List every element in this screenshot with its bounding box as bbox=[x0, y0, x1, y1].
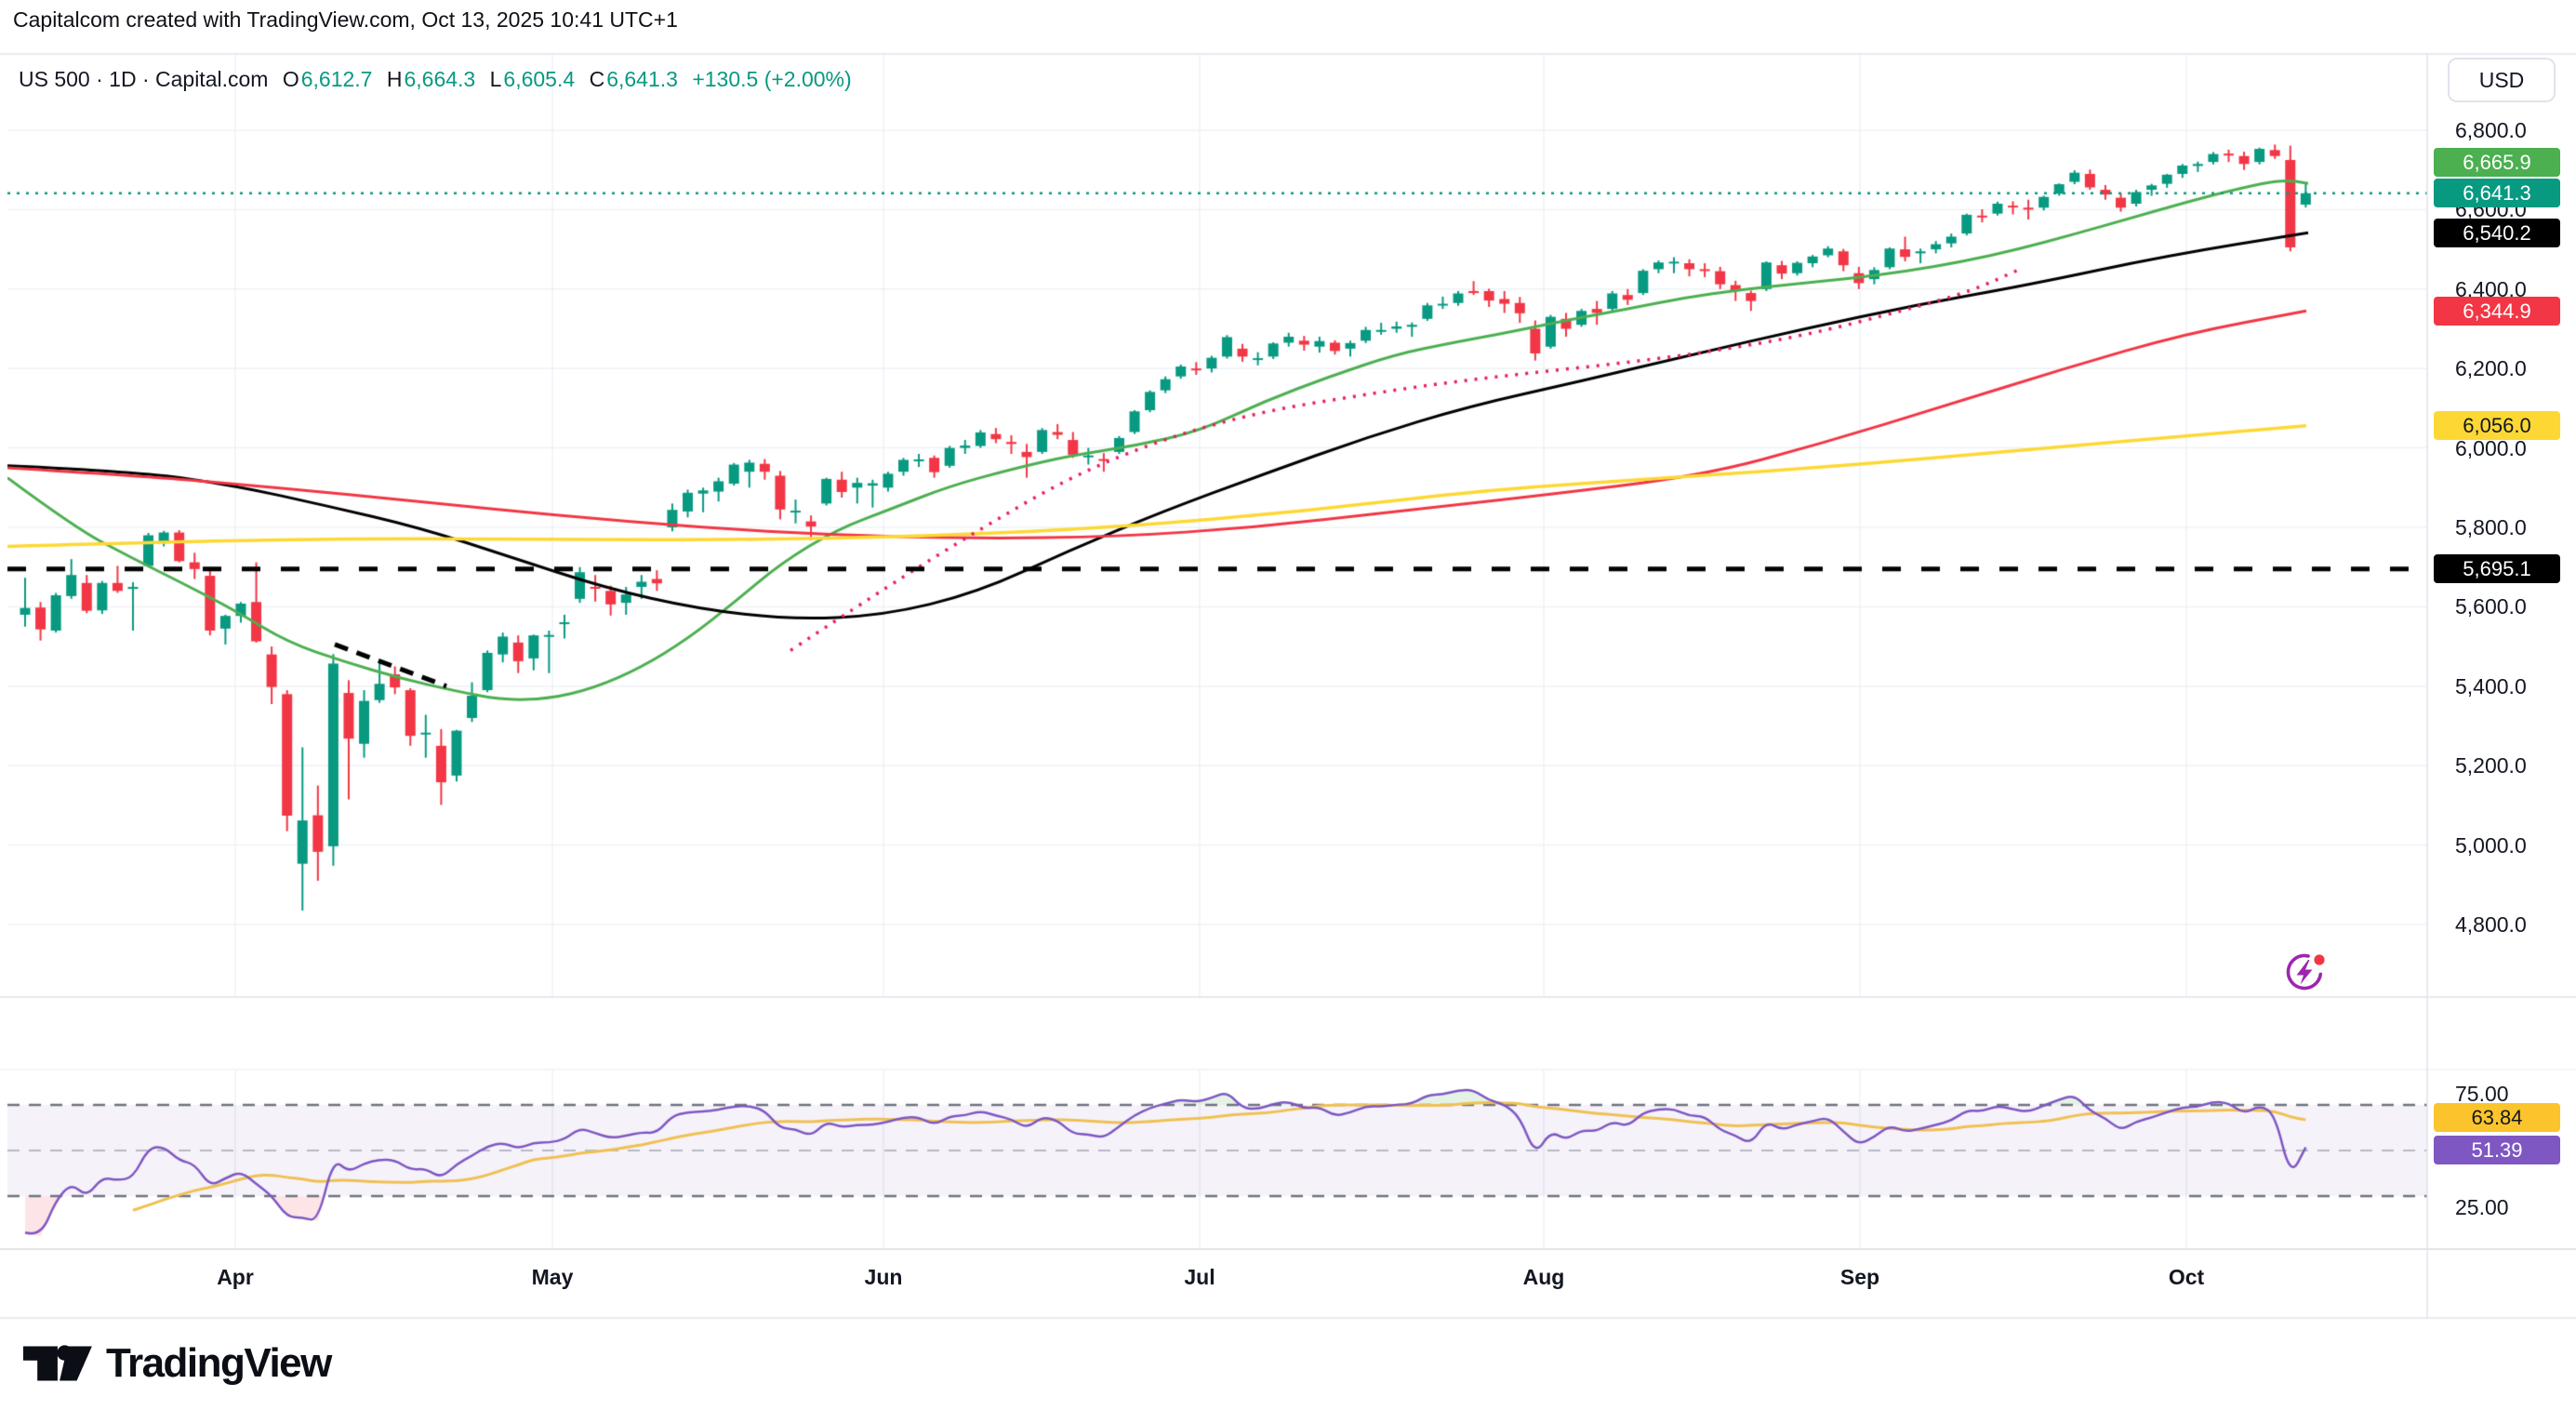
price-tick-label: 6,800.0 bbox=[2455, 118, 2527, 142]
time-tick-label: Sep bbox=[1839, 1265, 1880, 1289]
capitalcom-lightning-icon bbox=[2286, 953, 2325, 991]
time-tick-label: Jun bbox=[864, 1265, 903, 1289]
price-tick-label: 5,200.0 bbox=[2455, 753, 2527, 778]
price-scale-badge: 6,344.9 bbox=[2434, 296, 2560, 326]
tradingview-logo[interactable]: TradingView bbox=[22, 1340, 332, 1387]
high-label: H bbox=[386, 67, 403, 91]
rsi-tick-label: 75.00 bbox=[2455, 1081, 2509, 1106]
symbol-title: US 500 · 1D · Capital.com bbox=[19, 67, 269, 91]
rsi-tick-label: 25.00 bbox=[2455, 1195, 2509, 1220]
time-tick-label: Apr bbox=[217, 1265, 254, 1289]
high-value: 6,664.3 bbox=[404, 67, 476, 91]
price-tick-label: 5,000.0 bbox=[2455, 832, 2527, 858]
price-tick-label: 5,600.0 bbox=[2455, 594, 2527, 619]
price-scale-badge: 6,056.0 bbox=[2434, 411, 2560, 441]
price-tick-label: 6,200.0 bbox=[2455, 356, 2527, 381]
close-value: 6,641.3 bbox=[606, 67, 678, 91]
time-tick-label: Oct bbox=[2168, 1265, 2205, 1289]
change-value: +130.5 (+2.00%) bbox=[692, 67, 852, 91]
price-tick-label: 5,400.0 bbox=[2455, 673, 2527, 698]
price-scale-badge: 6,540.2 bbox=[2434, 219, 2560, 248]
time-tick-label: May bbox=[531, 1265, 574, 1289]
time-tick-label: Jul bbox=[1184, 1265, 1215, 1289]
time-tick-label: Aug bbox=[1522, 1265, 1565, 1289]
currency-toggle-button[interactable]: USD bbox=[2448, 58, 2556, 102]
open-label: O bbox=[282, 67, 299, 91]
tradingview-logo-icon bbox=[22, 1345, 92, 1381]
price-tick-label: 4,800.0 bbox=[2455, 912, 2527, 937]
price-scale-badge: 5,695.1 bbox=[2434, 554, 2560, 584]
price-scale-badge: 6,665.9 bbox=[2434, 147, 2560, 177]
attribution-text: Capitalcom created with TradingView.com,… bbox=[13, 7, 678, 32]
rsi-scale-badge: 51.39 bbox=[2434, 1136, 2560, 1165]
low-value: 6,605.4 bbox=[503, 67, 576, 91]
open-value: 6,612.7 bbox=[300, 67, 373, 91]
rsi-scale-badge: 63.84 bbox=[2434, 1102, 2560, 1132]
price-tick-label: 5,800.0 bbox=[2455, 515, 2527, 539]
symbol-legend: US 500 · 1D · Capital.com O6,612.7 H6,66… bbox=[19, 67, 860, 92]
tradingview-logo-text: TradingView bbox=[106, 1340, 332, 1386]
close-label: C bbox=[589, 67, 605, 91]
price-scale-badge: 6,641.3 bbox=[2434, 179, 2560, 208]
low-label: L bbox=[489, 67, 502, 91]
